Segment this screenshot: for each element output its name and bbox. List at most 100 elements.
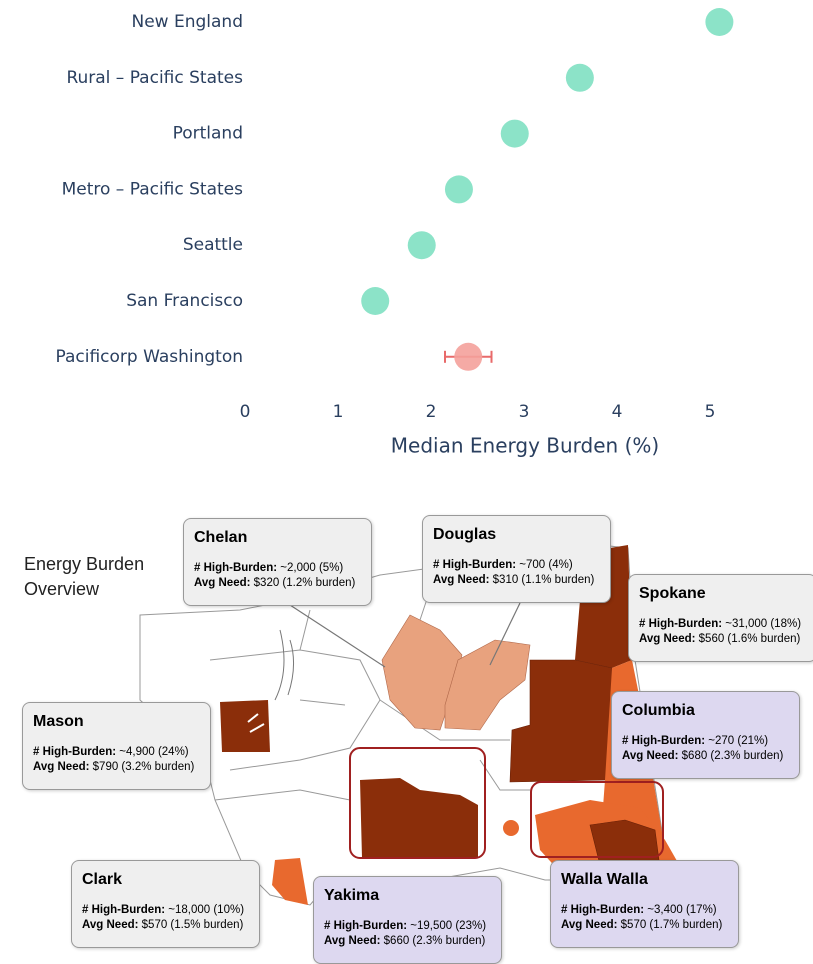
high-burden-value: ~4,900 (24%) xyxy=(119,746,189,758)
county-spokane xyxy=(575,545,632,668)
avg-need-label: Avg Need: xyxy=(82,919,139,931)
high-burden-label: # High-Burden: xyxy=(82,904,166,916)
highlights xyxy=(349,747,664,859)
avg-need-label: Avg Need: xyxy=(561,919,618,931)
avg-need-label: Avg Need: xyxy=(433,574,490,586)
callout: Mason # High-Burden: ~4,900 (24%) Avg Need… xyxy=(22,702,211,790)
avg-need-value: $570 (1.5% burden) xyxy=(141,919,244,931)
callout-name: Spokane xyxy=(639,585,706,602)
dot xyxy=(361,287,390,315)
county-mason-water xyxy=(247,713,265,733)
high-burden-line: # High-Burden: ~19,500 (23%) xyxy=(324,919,491,934)
callout: Douglas # High-Burden: ~700 (4%) Avg Need:… xyxy=(422,515,611,603)
high-burden-line: # High-Burden: ~700 (4%) xyxy=(433,558,600,573)
avg-need-value: $790 (3.2% burden) xyxy=(92,761,195,773)
callout: Spokane # High-Burden: ~31,000 (18%) Avg N… xyxy=(628,574,813,662)
avg-need-value: $310 (1.1% burden) xyxy=(492,574,595,586)
x-tick-label: 5 xyxy=(705,402,716,422)
avg-need-value: $570 (1.7% burden) xyxy=(620,919,723,931)
highlight-walla-walla xyxy=(530,781,664,858)
x-tick-label: 0 xyxy=(240,402,251,422)
dot xyxy=(444,175,473,204)
avg-need-line: Avg Need: $310 (1.1% burden) xyxy=(433,573,600,588)
x-tick-label: 2 xyxy=(426,402,437,422)
callout-name: Walla Walla xyxy=(561,871,648,888)
y-tick-label: Metro – Pacific States xyxy=(62,179,244,199)
avg-need-line: Avg Need: $570 (1.7% burden) xyxy=(561,918,728,933)
high-burden-label: # High-Burden: xyxy=(324,920,408,932)
high-burden-value: ~270 (21%) xyxy=(708,735,769,747)
y-tick-label: San Francisco xyxy=(126,291,243,311)
avg-need-line: Avg Need: $560 (1.6% burden) xyxy=(639,632,806,647)
dot-chart: Median Energy Burden (%) 0 1 2 3 4 5 New Engla… xyxy=(55,8,734,458)
x-tick-label: 4 xyxy=(612,402,623,422)
callout: Walla Walla # High-Burden: ~3,400 (17%) Av… xyxy=(550,860,739,948)
highlight-yakima xyxy=(349,747,486,859)
high-burden-value: ~3,400 (17%) xyxy=(647,904,717,916)
high-burden-line: # High-Burden: ~270 (21%) xyxy=(622,734,789,749)
callout-name: Douglas xyxy=(433,526,497,543)
x-tick-label: 3 xyxy=(519,402,530,422)
high-burden-label: # High-Burden: xyxy=(433,559,517,571)
map-title: Energy Burden Overview xyxy=(24,554,145,599)
avg-need-label: Avg Need: xyxy=(622,750,679,762)
avg-need-line: Avg Need: $790 (3.2% burden) xyxy=(33,760,200,775)
dot xyxy=(407,231,436,260)
y-tick-label: Portland xyxy=(173,124,243,144)
callout-name: Yakima xyxy=(324,887,380,904)
leader-lines xyxy=(289,602,521,668)
avg-need-line: Avg Need: $660 (2.3% burden) xyxy=(324,934,491,949)
callout: Yakima # High-Burden: ~19,500 (23%) Avg Ne… xyxy=(313,876,502,964)
avg-need-value: $660 (2.3% burden) xyxy=(383,935,486,947)
county-mason xyxy=(220,700,270,752)
callout: Chelan # High-Burden: ~2,000 (5%) Avg Need… xyxy=(183,518,372,606)
high-burden-value: ~700 (4%) xyxy=(519,559,573,571)
leader-douglas xyxy=(489,602,521,666)
high-burden-line: # High-Burden: ~31,000 (18%) xyxy=(639,617,806,632)
high-burden-value: ~19,500 (23%) xyxy=(410,920,487,932)
high-burden-line: # High-Burden: ~18,000 (10%) xyxy=(82,903,249,918)
y-tick-label: Seattle xyxy=(183,235,243,255)
callout-name: Clark xyxy=(82,871,123,888)
high-burden-label: # High-Burden: xyxy=(194,562,278,574)
x-axis-title: Median Energy Burden (%) xyxy=(391,434,659,458)
avg-need-line: Avg Need: $570 (1.5% burden) xyxy=(82,918,249,933)
high-burden-label: # High-Burden: xyxy=(639,618,723,630)
dot xyxy=(565,63,594,92)
county-douglas xyxy=(444,639,531,731)
callout: Columbia # High-Burden: ~270 (21%) Avg Nee… xyxy=(611,691,800,779)
callout-name: Mason xyxy=(33,713,84,730)
high-burden-value: ~18,000 (10%) xyxy=(168,904,245,916)
avg-need-label: Avg Need: xyxy=(324,935,381,947)
y-tick-label: New England xyxy=(132,12,244,32)
high-burden-label: # High-Burden: xyxy=(561,904,645,916)
avg-need-value: $320 (1.2% burden) xyxy=(253,577,356,589)
avg-need-label: Avg Need: xyxy=(639,633,696,645)
high-burden-line: # High-Burden: ~2,000 (5%) xyxy=(194,561,361,576)
county-yakima xyxy=(360,778,478,858)
y-tick-label: Pacificorp Washington xyxy=(55,347,243,367)
leader-chelan xyxy=(289,604,386,668)
high-burden-value: ~31,000 (18%) xyxy=(725,618,802,630)
dot xyxy=(705,8,734,36)
high-burden-line: # High-Burden: ~4,900 (24%) xyxy=(33,745,200,760)
callout: Clark # High-Burden: ~18,000 (10%) Avg Nee… xyxy=(71,860,260,948)
high-burden-label: # High-Burden: xyxy=(622,735,706,747)
county-clark xyxy=(272,858,308,905)
avg-need-line: Avg Need: $680 (2.3% burden) xyxy=(622,749,789,764)
avg-need-value: $680 (2.3% burden) xyxy=(681,750,784,762)
callout-name: Chelan xyxy=(194,529,248,546)
avg-need-line: Avg Need: $320 (1.2% burden) xyxy=(194,576,361,591)
county-benton xyxy=(503,820,519,836)
avg-need-value: $560 (1.6% burden) xyxy=(698,633,801,645)
y-tick-label: Rural – Pacific States xyxy=(66,68,243,88)
x-tick-label: 1 xyxy=(333,402,344,422)
high-burden-line: # High-Burden: ~3,400 (17%) xyxy=(561,903,728,918)
callout-name: Columbia xyxy=(622,702,695,719)
high-burden-value: ~2,000 (5%) xyxy=(280,562,344,574)
avg-need-label: Avg Need: xyxy=(194,577,251,589)
avg-need-label: Avg Need: xyxy=(33,761,90,773)
dot xyxy=(454,342,483,371)
dot xyxy=(500,119,529,148)
